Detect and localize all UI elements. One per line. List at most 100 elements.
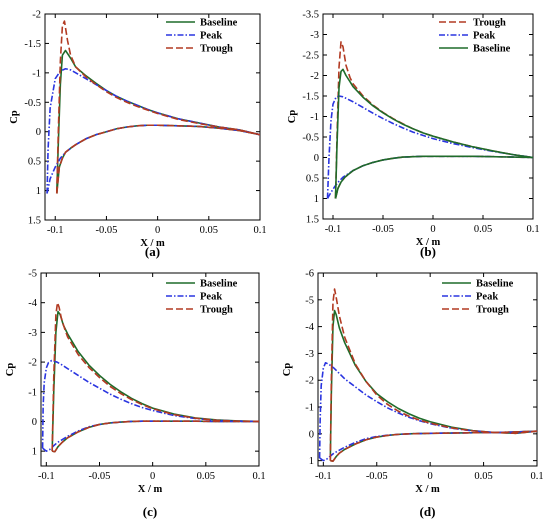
legend: Baseline Peak Trough [166,18,238,55]
y-tick-label: 0 [314,153,319,164]
x-tick-label: 0 [430,224,435,235]
plot-frame [317,272,538,467]
y-tick-label: -2 [32,10,41,21]
y-tick-label: -0.5 [302,133,319,144]
series-line-baseline-lower [334,155,533,199]
series-layer [326,41,533,199]
y-tick-label: -1.5 [302,92,319,103]
series-line-peak-lower [42,420,259,452]
x-tick-label: -0.1 [325,224,342,235]
series-layer [41,301,259,453]
legend-label-peak: Peak [473,31,495,42]
series-line-baseline-lower [330,430,537,462]
y-tick-label: -1 [32,68,41,79]
charts-layer: -0.1 -0.05 0 0.05 0.1 -2 -1.5 -1 -0.5 0 0.5 1 1.5 X /… [5,10,544,520]
y-tick-label: -5 [305,295,314,306]
plot-frame [40,272,260,467]
x-axis-label: X / m [140,238,165,249]
y-tick-label: -1 [310,112,319,123]
x-tick-label: 0 [155,225,160,236]
legend-label-trough: Trough [476,305,509,316]
legend: Trough Peak Baseline [439,18,511,55]
y-tick-label: -0.5 [24,98,41,109]
x-axis-label: X / m [415,484,440,495]
legend: Baseline Peak Trough [442,279,514,316]
legend-label-peak: Peak [200,292,222,303]
legend-label-trough: Trough [473,18,506,29]
y-tick-label: -1.5 [24,39,41,50]
x-tick-label: -0.05 [89,471,111,482]
legend-label-trough: Trough [200,44,233,55]
series-line-baseline-upper [334,68,533,199]
x-axis-label: X / m [416,237,441,248]
x-tick-label: 0.05 [200,225,218,236]
y-tick-label: -3.5 [302,10,319,21]
x-tick-label: 0.1 [252,471,265,482]
y-tick-label: 0 [36,127,41,138]
y-tick-label: -1 [305,403,314,414]
chart-panel-1: -0.1 -0.05 0 0.05 0.1 -2 -1.5 -1 -0.5 0 0.5 1 1.5 X /… [9,10,267,260]
chart-panel-4: -0.1 -0.05 0 0.05 0.1 -6 -5 -4 -3 -2 -1 0 1 X / m Cp (d… [282,269,544,520]
y-tick-label: -3 [310,30,319,41]
panel-caption: (c) [143,504,157,519]
chart-panel-3: -0.1 -0.05 0 0.05 0.1 -5 -4 -3 -2 -1 0 1 X / m Cp (c) B… [5,269,266,520]
x-tick-label: 0.05 [197,471,215,482]
series-line-peak-lower [326,155,533,199]
x-tick-label: 0.1 [526,224,539,235]
series-line-peak-upper [41,359,259,449]
y-tick-label: -2 [305,376,314,387]
y-tick-label: 1.5 [306,215,319,226]
y-axis-label: Cp [282,363,293,377]
series-layer [318,288,537,462]
x-tick-label: 0 [150,471,155,482]
y-tick-label: 1 [314,194,319,205]
series-line-trough-upper [51,301,259,452]
series-layer [46,20,260,194]
x-tick-label: -0.05 [372,224,394,235]
y-axis-label: Cp [5,363,16,377]
series-line-baseline-lower [51,420,259,453]
series-line-trough-upper [329,288,537,461]
x-tick-label: -0.1 [315,471,332,482]
x-tick-label: 0.05 [474,471,492,482]
legend-label-trough: Trough [200,305,233,316]
series-line-peak-upper [326,95,533,199]
y-tick-label: -6 [305,269,314,280]
x-tick-label: 0.1 [530,471,543,482]
y-tick-label: 1.5 [28,216,41,227]
series-line-trough-lower [51,420,259,453]
panel-caption: (d) [420,504,436,519]
y-tick-label: 1 [32,447,37,458]
series-line-baseline-lower [55,124,260,194]
y-tick-label: 0 [309,429,314,440]
legend-label-baseline: Baseline [200,279,238,290]
legend-label-baseline: Baseline [473,44,511,55]
legend-label-peak: Peak [200,31,222,42]
chart-panel-2: -0.1 -0.05 0 0.05 0.1 -3.5 -3 -2.5 -2 -1.5 -1 -0.5 0… [287,10,540,260]
y-tick-label: -3 [28,328,37,339]
y-tick-label: -2 [310,71,319,82]
x-tick-label: -0.1 [47,225,64,236]
series-line-peak-upper [46,67,260,194]
y-tick-label: 0.5 [28,157,41,168]
series-line-trough-lower [334,155,533,199]
x-axis-label: X / m [138,484,163,495]
x-tick-label: -0.05 [366,471,388,482]
x-tick-label: 0.1 [253,225,266,236]
legend: Baseline Peak Trough [166,279,238,316]
y-tick-label: 1 [36,186,41,197]
y-tick-label: 1 [309,456,314,467]
panel-caption: (a) [145,244,160,259]
x-tick-label: -0.1 [38,471,55,482]
x-tick-label: 0.05 [474,224,492,235]
legend-label-baseline: Baseline [476,279,514,290]
y-tick-label: -5 [28,269,37,280]
series-line-trough-lower [55,124,260,194]
legend-label-peak: Peak [476,292,498,303]
y-tick-label: -1 [28,387,37,398]
series-line-baseline-upper [329,309,537,461]
plot-frame [44,13,261,221]
y-tick-label: -4 [28,298,37,309]
y-tick-label: -2.5 [302,51,319,62]
